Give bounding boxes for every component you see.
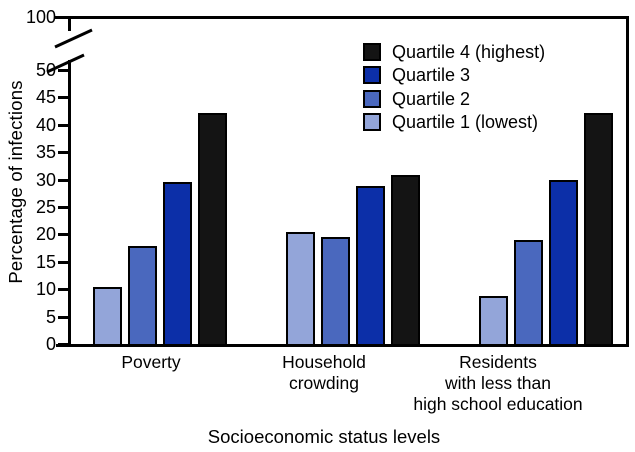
y-axis-break-icon — [46, 28, 93, 74]
y-tick-mark — [58, 233, 69, 237]
bar-household-crowding-quartile-4-highest — [391, 174, 420, 347]
plot-top-border — [55, 16, 629, 19]
y-tick-label: 35 — [35, 142, 56, 163]
bar-poverty-quartile-2 — [128, 245, 157, 347]
legend-item-quartile-3: Quartile 3 — [363, 64, 545, 88]
x-category-label-poverty: Poverty — [121, 352, 181, 372]
y-tick-label: 15 — [35, 251, 56, 272]
y-tick-label: 100 — [25, 7, 56, 27]
y-tick-mark — [58, 96, 69, 100]
y-tick-mark — [58, 206, 69, 209]
y-tick-mark — [58, 260, 69, 264]
x-axis-line — [56, 344, 629, 347]
y-tick-label: 50 — [35, 60, 56, 80]
legend-label: Quartile 2 — [392, 88, 471, 109]
y-tick-mark — [58, 288, 69, 292]
x-category-label-residents-with-less-than-high-school-education: Residents with less than high school edu… — [413, 352, 583, 414]
bar-residents-with-less-than-high-school-education-quartile-2 — [513, 240, 543, 347]
bar-residents-with-less-than-high-school-education-quartile-4-highest — [583, 112, 613, 347]
y-tick-label: 45 — [35, 87, 56, 108]
bar-poverty-quartile-3 — [163, 182, 192, 347]
legend-swatch — [363, 66, 381, 85]
legend: Quartile 4 (highest) Quartile 3 Quartile 2… — [363, 40, 545, 134]
legend-label: Quartile 4 (highest) — [392, 41, 546, 62]
y-tick-label: 5 — [45, 306, 56, 327]
legend-swatch — [363, 89, 381, 108]
x-category-label-household-crowding: Household crowding — [282, 352, 366, 393]
y-tick-label: 20 — [35, 224, 56, 245]
y-tick-mark — [58, 69, 69, 72]
y-axis-line — [68, 60, 71, 347]
y-tick-label: 25 — [35, 197, 56, 217]
y-tick-label: 0 — [45, 334, 56, 354]
bar-household-crowding-quartile-3 — [356, 185, 385, 347]
legend-item-quartile-2: Quartile 2 — [363, 87, 545, 111]
y-tick-label: 10 — [35, 279, 56, 300]
x-axis-title: Socioeconomic status levels — [207, 426, 441, 447]
y-tick-label: 40 — [35, 114, 56, 135]
y-tick-mark — [58, 315, 69, 319]
legend-item-quartile-4-highest: Quartile 4 (highest) — [363, 40, 545, 64]
y-tick-mark — [58, 151, 69, 155]
y-axis-upper-stub — [68, 17, 71, 31]
plot-right-border — [626, 16, 629, 347]
bar-household-crowding-quartile-2 — [321, 236, 350, 347]
bar-household-crowding-quartile-1-lowest — [286, 232, 315, 347]
y-tick-mark — [58, 178, 69, 182]
legend-swatch — [363, 42, 381, 61]
bar-residents-with-less-than-high-school-education-quartile-3 — [548, 180, 578, 347]
y-tick-mark — [58, 123, 69, 127]
legend-item-quartile-1-lowest: Quartile 1 (lowest) — [363, 111, 545, 135]
legend-swatch — [363, 113, 381, 132]
y-tick-mark — [58, 16, 69, 19]
bar-residents-with-less-than-high-school-education-quartile-1-lowest — [478, 295, 508, 347]
legend-label: Quartile 1 (lowest) — [392, 112, 539, 133]
bar-poverty-quartile-4-highest — [198, 113, 227, 347]
bar-poverty-quartile-1-lowest — [93, 287, 122, 347]
legend-label: Quartile 3 — [392, 65, 471, 86]
y-tick-label: 30 — [35, 169, 56, 190]
